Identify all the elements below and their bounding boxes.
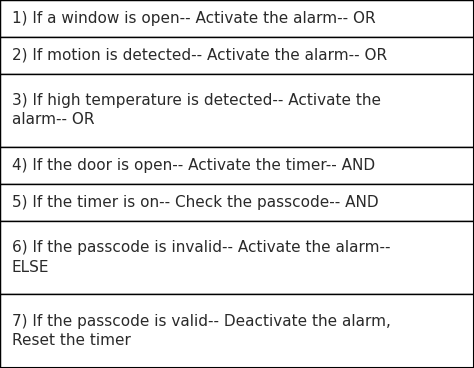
Bar: [0, 147, 474, 184]
Text: 6) If the passcode is invalid-- Activate the alarm--
ELSE: 6) If the passcode is invalid-- Activate…: [12, 241, 391, 275]
Text: 3) If high temperature is detected-- Activate the
alarm-- OR: 3) If high temperature is detected-- Act…: [12, 93, 381, 127]
Bar: [0, 221, 474, 294]
Text: 4) If the door is open-- Activate the timer-- AND: 4) If the door is open-- Activate the ti…: [12, 158, 375, 173]
Text: 1) If a window is open-- Activate the alarm-- OR: 1) If a window is open-- Activate the al…: [12, 11, 375, 26]
Bar: [0, 37, 474, 74]
Bar: [0, 0, 474, 37]
Bar: [0, 184, 474, 221]
Bar: [0, 74, 474, 147]
Text: 7) If the passcode is valid-- Deactivate the alarm,
Reset the timer: 7) If the passcode is valid-- Deactivate…: [12, 314, 391, 348]
Bar: [0, 294, 474, 368]
Text: 2) If motion is detected-- Activate the alarm-- OR: 2) If motion is detected-- Activate the …: [12, 48, 387, 63]
Text: 5) If the timer is on-- Check the passcode-- AND: 5) If the timer is on-- Check the passco…: [12, 195, 378, 210]
